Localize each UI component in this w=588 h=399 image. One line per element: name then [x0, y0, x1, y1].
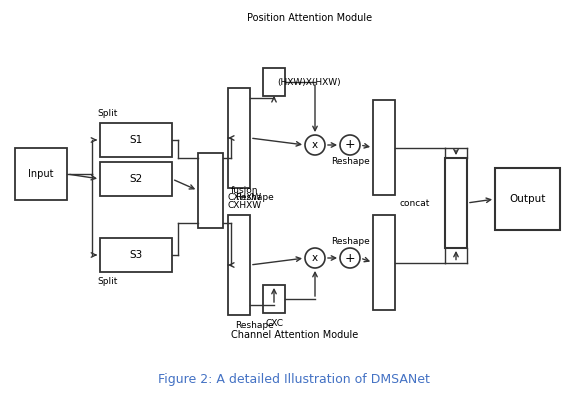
Text: S1: S1 [129, 135, 143, 145]
Text: Reshape: Reshape [235, 320, 273, 330]
Text: Figure 2: A detailed Illustration of DMSANet: Figure 2: A detailed Illustration of DMS… [158, 373, 430, 387]
Text: x: x [312, 140, 318, 150]
Text: Channel Attention Module: Channel Attention Module [231, 330, 359, 340]
Bar [228, 88, 250, 188]
Bar [495, 168, 560, 230]
Text: +: + [345, 138, 355, 152]
Text: S3: S3 [129, 250, 143, 260]
Text: Reshape: Reshape [330, 156, 369, 166]
Text: CXHXW: CXHXW [228, 201, 262, 209]
Text: CXHXW: CXHXW [228, 194, 262, 203]
Text: Split: Split [97, 277, 118, 286]
Text: Input: Input [28, 169, 54, 179]
Bar [198, 153, 223, 228]
Bar [228, 215, 250, 315]
Text: +: + [345, 251, 355, 265]
Bar [100, 123, 172, 157]
Circle shape [340, 248, 360, 268]
Circle shape [305, 135, 325, 155]
Bar [373, 100, 395, 195]
Bar [263, 68, 285, 96]
Circle shape [340, 135, 360, 155]
Text: Reshape: Reshape [235, 194, 273, 203]
Text: CXC: CXC [265, 318, 283, 328]
Text: concat: concat [400, 198, 430, 207]
Bar [15, 148, 67, 200]
Text: Reshape: Reshape [330, 237, 369, 247]
Text: (HXW)X(HXW): (HXW)X(HXW) [277, 77, 341, 87]
Bar [263, 285, 285, 313]
Bar [445, 158, 467, 248]
Text: S2: S2 [129, 174, 143, 184]
Text: Position Attention Module: Position Attention Module [248, 13, 373, 23]
Text: fusion: fusion [231, 186, 259, 195]
Text: Split: Split [97, 109, 118, 117]
Bar [373, 215, 395, 310]
Text: Output: Output [509, 194, 546, 204]
Bar [100, 162, 172, 196]
Bar [100, 238, 172, 272]
Text: x: x [312, 253, 318, 263]
Circle shape [305, 248, 325, 268]
